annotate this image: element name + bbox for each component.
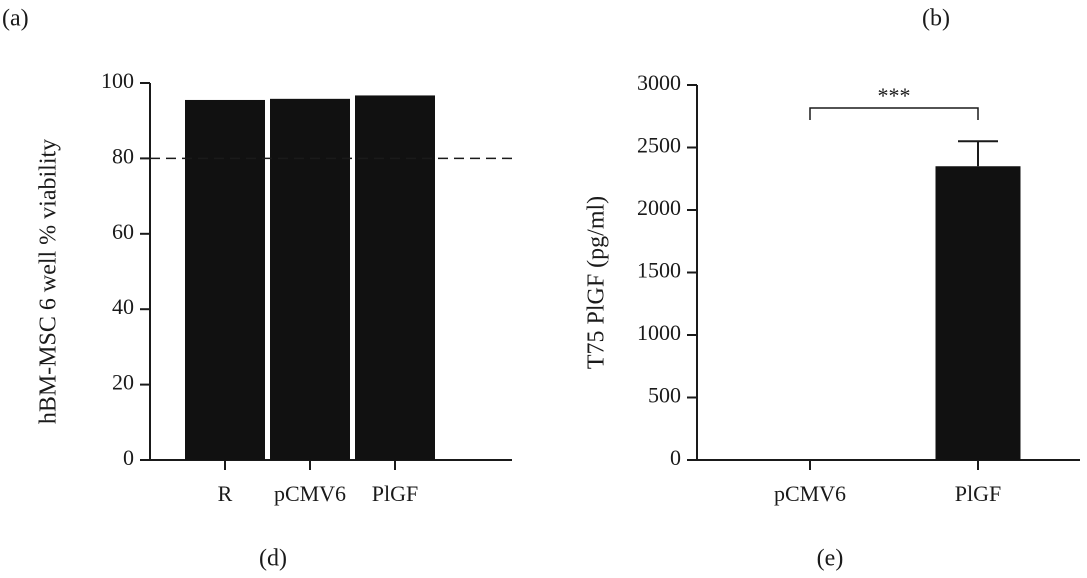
bar [935,166,1021,460]
y-tick-label: 3000 [637,70,681,95]
y-tick-label: 20 [112,370,134,395]
y-tick-label: 1000 [637,320,681,345]
y-tick-label: 80 [112,143,134,168]
y-tick-label: 100 [101,68,134,93]
y-tick-label: 40 [112,294,134,319]
x-tick-label: PlGF [372,481,418,506]
x-tick-label: pCMV6 [774,481,846,506]
y-tick-label: 2000 [637,195,681,220]
significance-label: *** [878,83,911,108]
y-axis-title: hBM-MSC 6 well % viability [36,139,62,424]
y-axis-title: T75 PlGF (pg/ml) [584,196,610,369]
bar [355,95,435,460]
x-tick-label: R [218,481,233,506]
x-tick-label: PlGF [955,481,1001,506]
y-tick-label: 60 [112,219,134,244]
bar [185,99,265,460]
significance-bracket [809,107,979,120]
y-tick-label: 500 [648,383,681,408]
y-tick-label: 1500 [637,258,681,283]
y-tick-label: 0 [670,445,681,470]
x-tick-label: pCMV6 [274,481,346,506]
bar [270,98,350,461]
y-tick-label: 0 [123,445,134,470]
caption: (e) [817,546,844,572]
y-tick-label: 2500 [637,133,681,158]
panel-label: (a) [2,6,29,32]
panel-label: (b) [922,6,950,32]
error-bar [958,140,998,167]
caption: (d) [259,546,287,572]
